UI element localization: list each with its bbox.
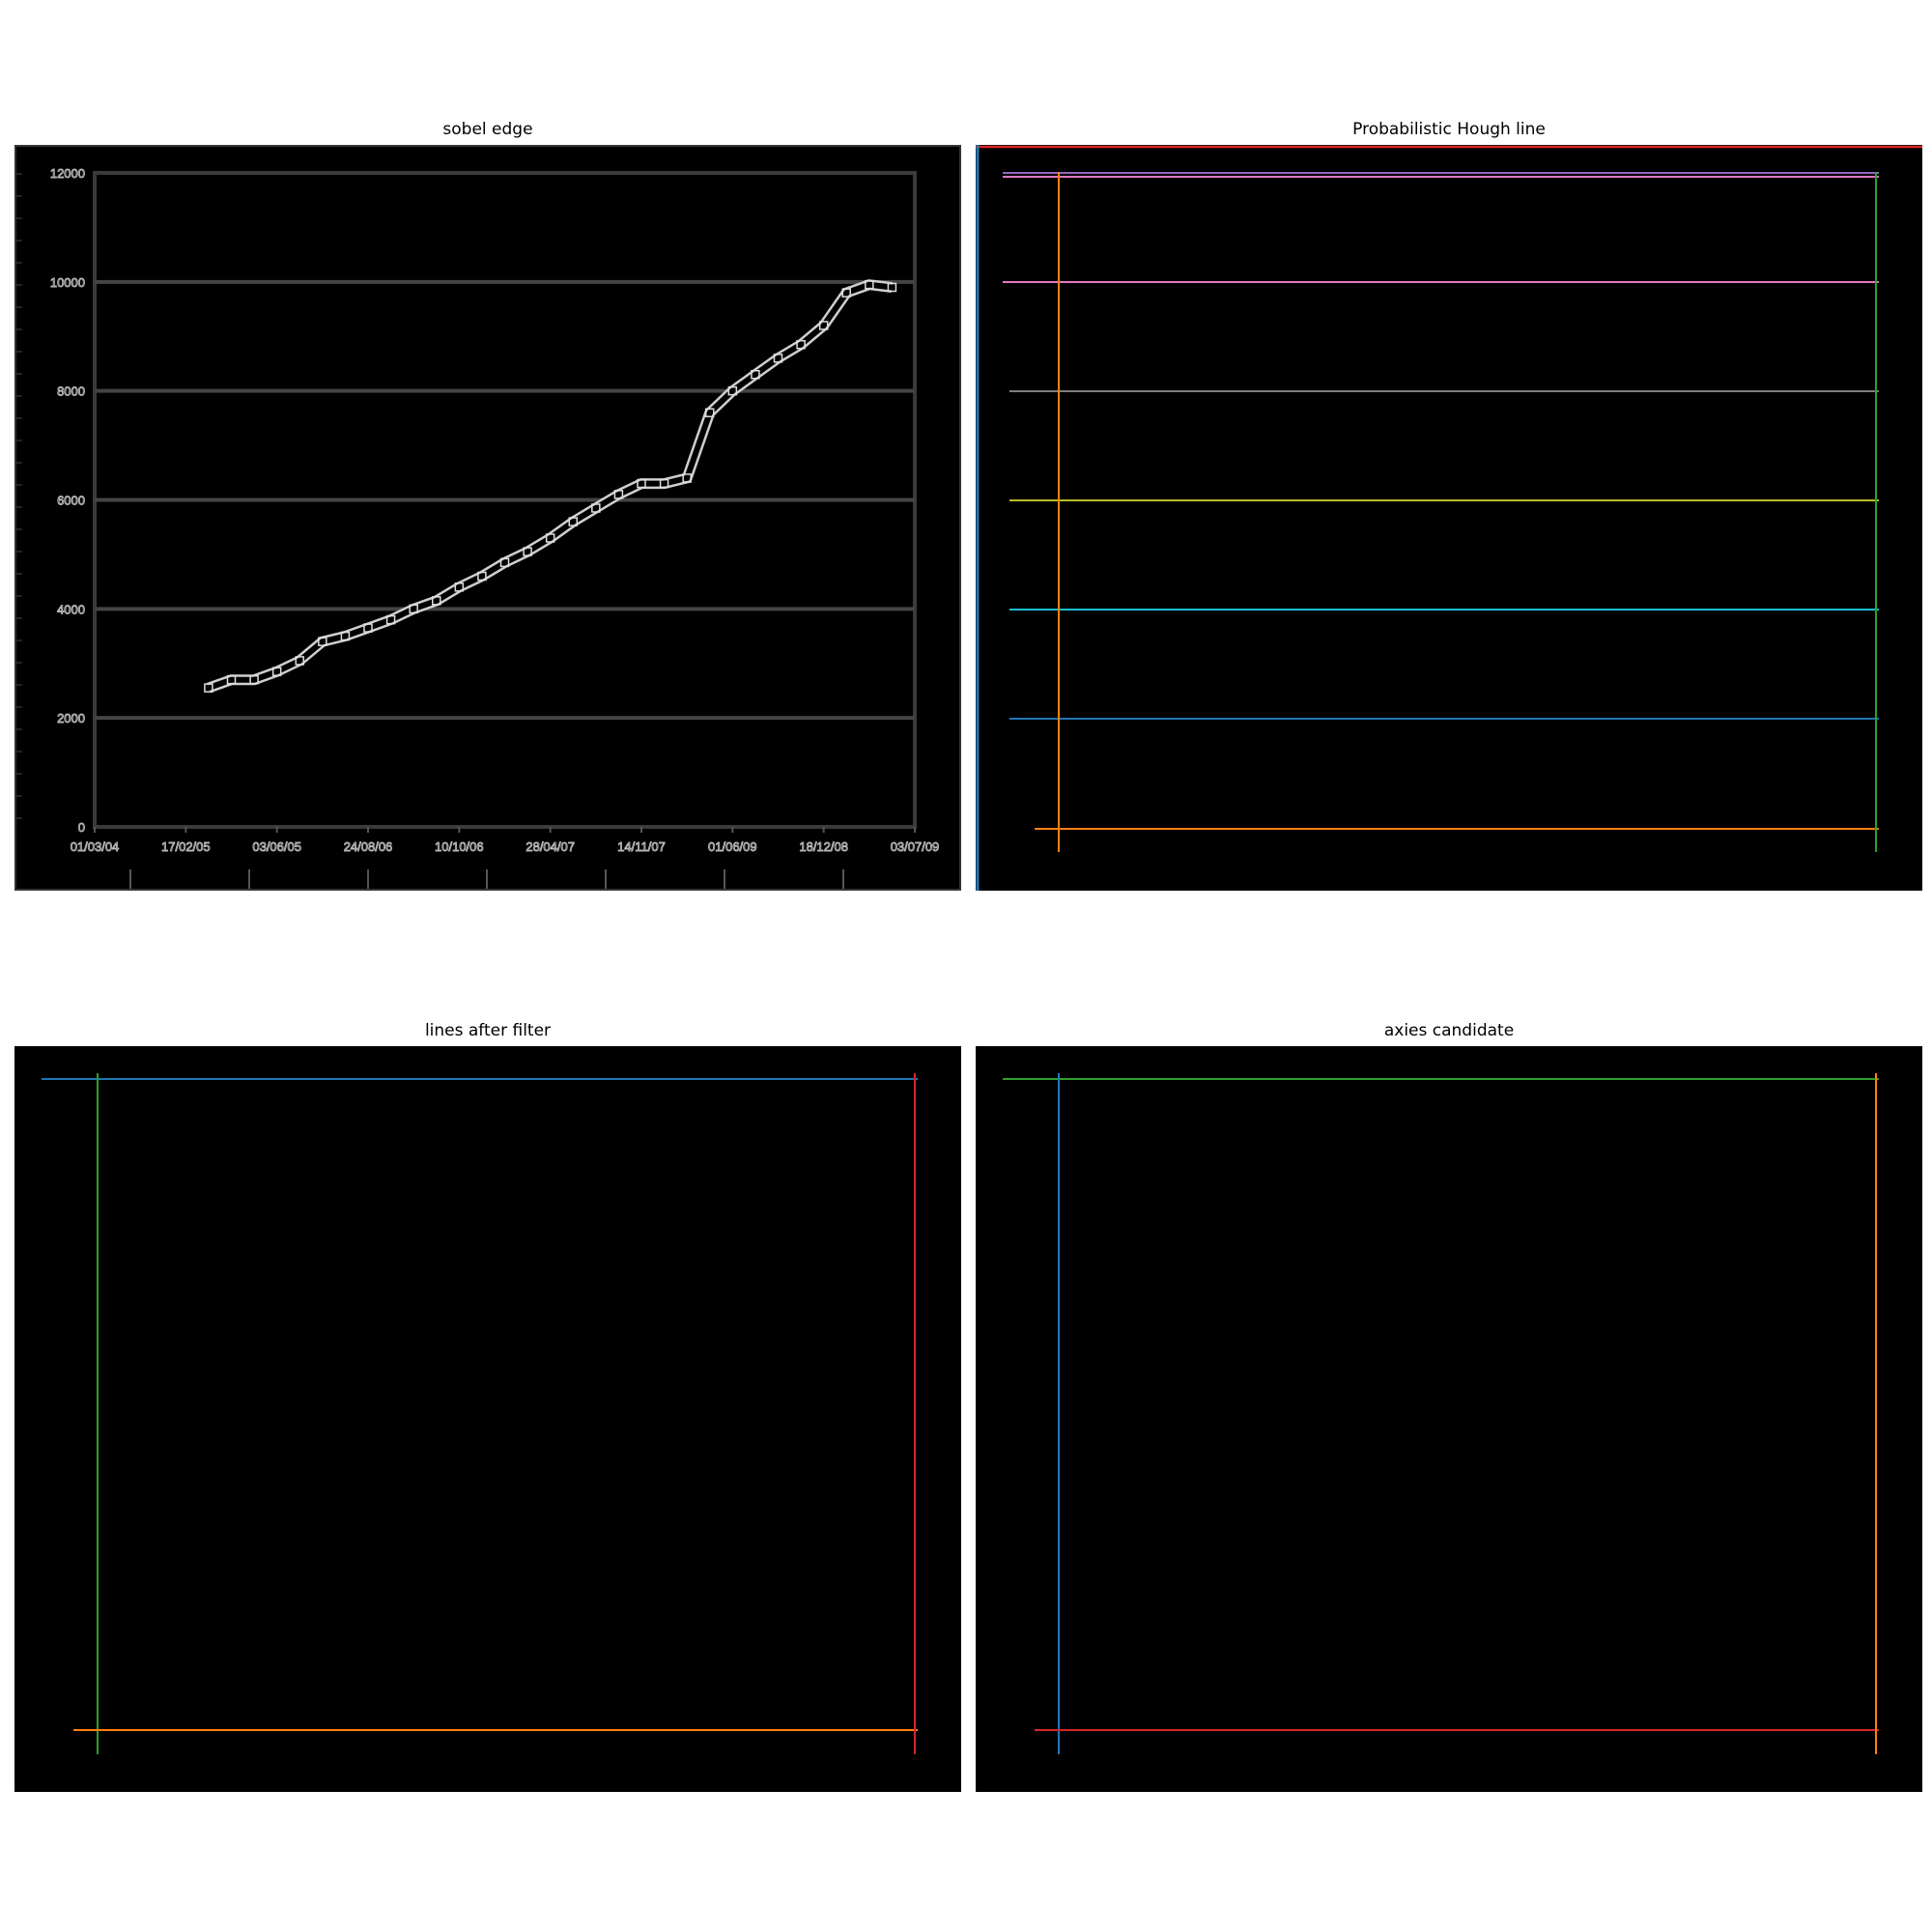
filter-panel-title: lines after filter	[424, 1021, 552, 1040]
data-point	[591, 503, 601, 513]
data-point	[477, 571, 487, 582]
data-line-outer-edge	[207, 279, 894, 694]
data-point	[454, 582, 465, 592]
data-point	[773, 354, 783, 363]
x-tick-label: 17/02/05	[161, 839, 211, 854]
data-point	[318, 637, 327, 646]
x-tick-label: 03/07/09	[891, 839, 940, 854]
data-point	[385, 614, 396, 625]
data-point	[545, 533, 555, 543]
data-point	[705, 408, 715, 417]
y-tick-label: 12000	[50, 166, 85, 181]
x-tick-label: 14/11/07	[617, 839, 666, 854]
data-point	[226, 674, 237, 685]
y-tick-label: 10000	[50, 275, 85, 290]
y-tick-label: 0	[78, 820, 85, 835]
candidate-panel-title: axies candidate	[1383, 1021, 1515, 1040]
data-point	[295, 656, 304, 666]
data-point	[818, 321, 829, 330]
data-point	[865, 279, 874, 290]
x-tick-label: 01/03/04	[71, 839, 120, 854]
hough-panel-title: Probabilistic Hough line	[1352, 120, 1546, 139]
data-line-inner	[207, 281, 893, 691]
x-tick-label: 24/08/06	[344, 839, 393, 854]
data-point	[682, 473, 692, 483]
data-point	[841, 288, 851, 298]
sobel-panel-title: sobel edge	[442, 120, 533, 139]
image-border	[14, 145, 961, 891]
y-tick-label: 8000	[57, 384, 85, 399]
data-point	[727, 385, 738, 396]
axis-candidate-plot	[1003, 1073, 1879, 1754]
data-point	[523, 547, 532, 556]
data-point	[613, 490, 624, 499]
data-point	[796, 339, 806, 350]
data-point	[204, 683, 213, 693]
data-point	[432, 596, 441, 606]
data-point	[499, 557, 510, 568]
x-tick-label: 01/06/09	[708, 839, 757, 854]
data-point	[887, 282, 897, 293]
x-tick-label: 18/12/08	[799, 839, 848, 854]
sobel-edge-panel: 0 2000 4000 6000 8000 10000 12000 01/03/04 17/02…	[14, 145, 961, 891]
hough-line-plot	[976, 145, 1922, 891]
data-point	[249, 674, 259, 685]
data-point	[363, 623, 373, 633]
x-tick-label: 03/06/05	[252, 839, 301, 854]
y-tick-label: 4000	[57, 602, 85, 616]
data-point	[637, 478, 646, 489]
y-tick-label: 6000	[57, 494, 85, 508]
sobel-edge-chart: 0 2000 4000 6000 8000 10000 12000 01/03/04 17/02…	[14, 145, 961, 891]
data-point	[659, 478, 669, 489]
data-point	[409, 604, 418, 614]
hough-line-panel	[976, 145, 1922, 891]
data-point	[568, 517, 578, 526]
filtered-lines-plot	[42, 1073, 918, 1754]
x-tick-label: 28/04/07	[526, 839, 575, 854]
axis-candidate-panel	[976, 1046, 1922, 1792]
data-point	[340, 631, 351, 641]
data-point	[271, 667, 282, 676]
y-tick-label: 2000	[57, 711, 85, 725]
data-point	[751, 369, 760, 380]
x-tick-label: 10/10/06	[435, 839, 484, 854]
filtered-lines-panel	[14, 1046, 961, 1792]
